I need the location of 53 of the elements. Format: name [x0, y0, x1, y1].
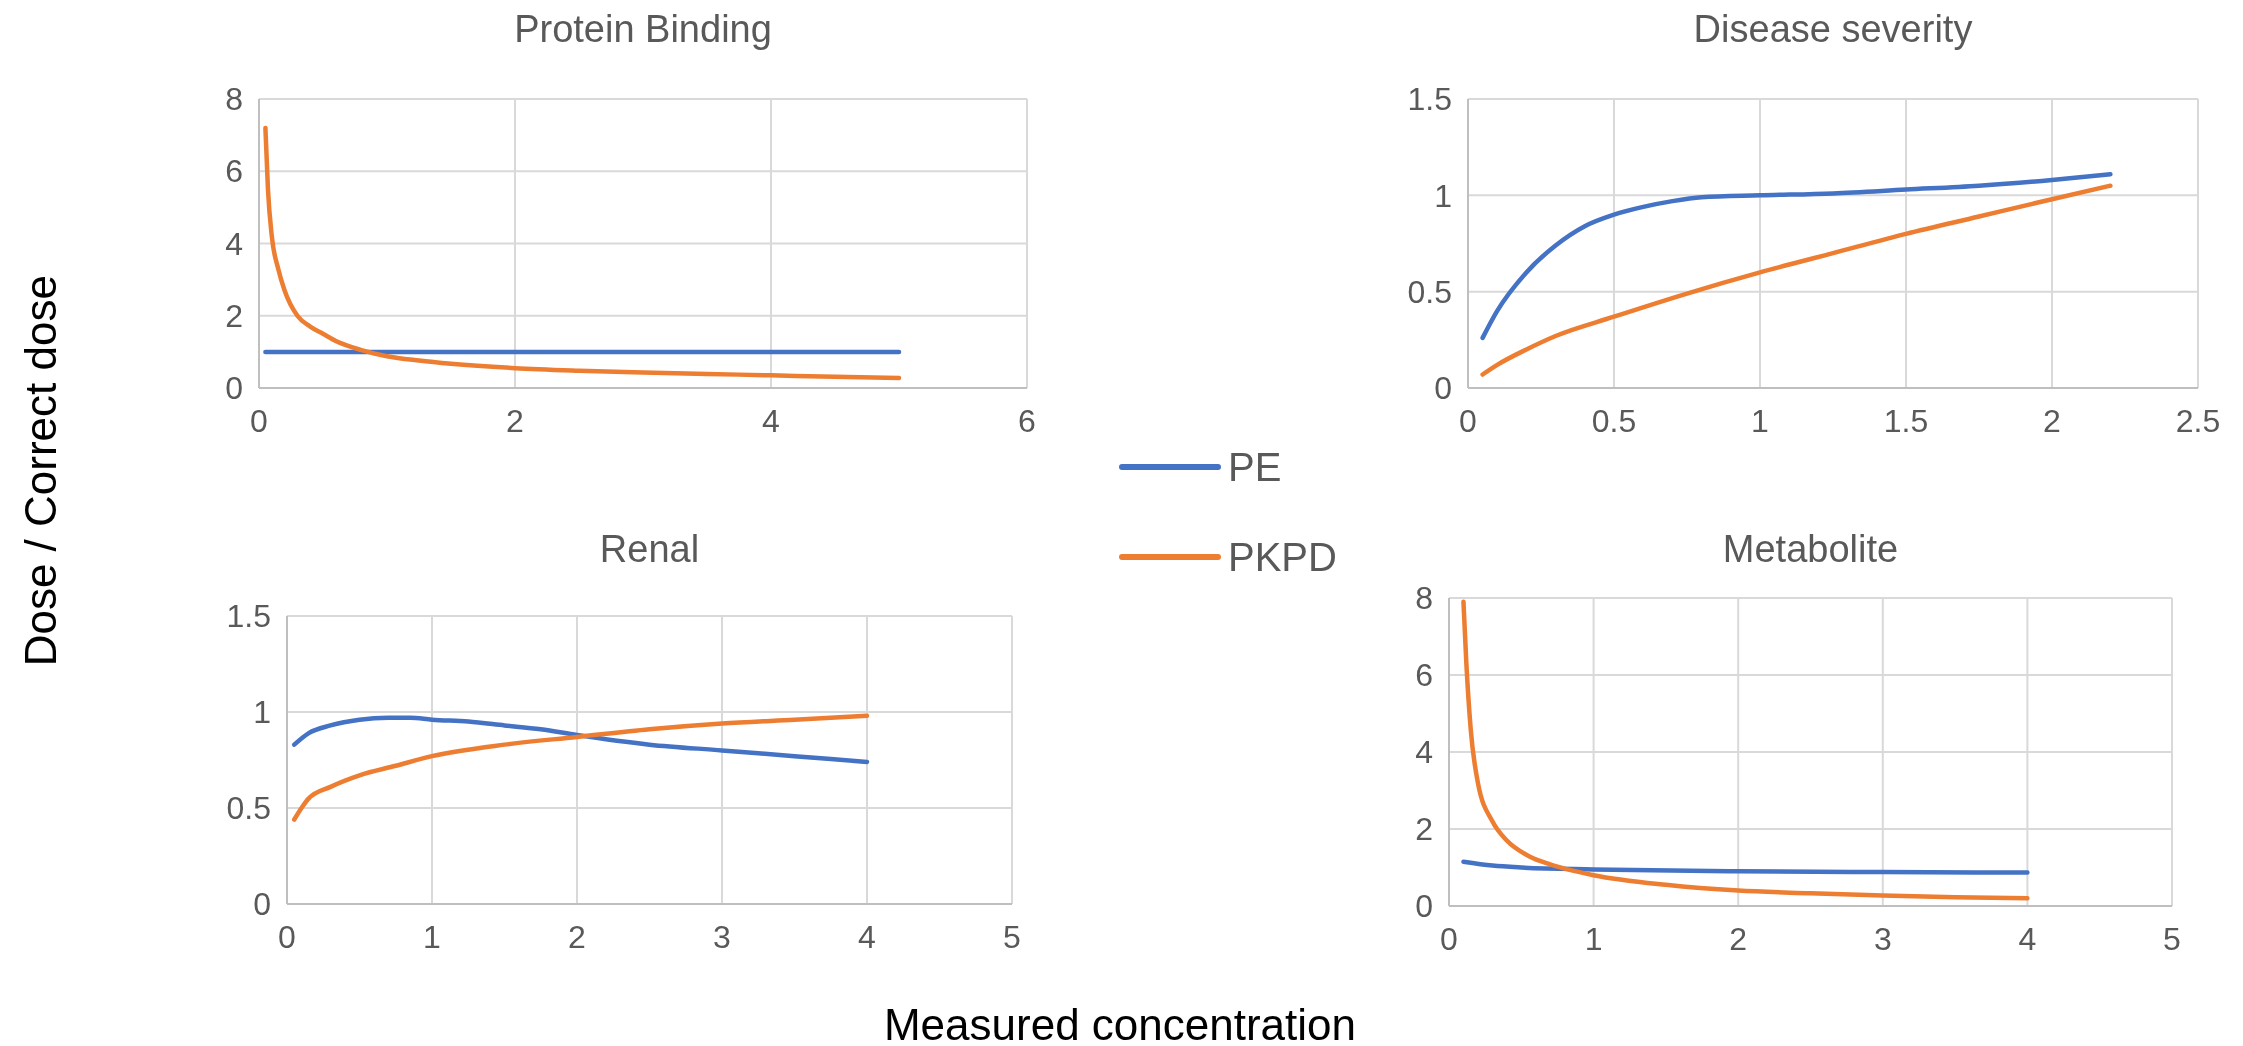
x-tick-label: 2.5: [2175, 403, 2221, 439]
line-series: [1480, 183, 2113, 377]
y-tick-label: 0.5: [1407, 273, 1452, 310]
y-axis-title: Dose / Correct dose: [16, 275, 65, 667]
chart-title: Protein Binding: [514, 8, 772, 50]
x-tick-label: 0: [278, 919, 296, 955]
y-tick-label: 1.5: [1407, 81, 1452, 118]
legend-label: PKPD: [1228, 535, 1337, 579]
x-tick-label: 2: [1729, 921, 1748, 957]
x-tick-label: 1: [1751, 403, 1769, 439]
y-tick-label: 0: [225, 370, 243, 407]
x-tick-label: 2: [568, 919, 586, 955]
line-series: [292, 715, 870, 765]
y-tick-label: 2: [1415, 811, 1433, 848]
x-tick-label: 0.5: [1591, 403, 1637, 439]
x-tick-label: 4: [762, 403, 780, 439]
x-axis-title: Measured concentration: [883, 1000, 1357, 1046]
x-tick-label: 4: [2018, 921, 2037, 957]
x-tick-label: 2: [2043, 403, 2061, 439]
y-tick-label: 8: [1415, 580, 1433, 617]
y-tick-label: 0.5: [226, 790, 271, 827]
x-tick-label: 5: [1003, 919, 1021, 955]
x-tick-label: 4: [858, 919, 876, 955]
x-tick-label: 3: [713, 919, 731, 955]
y-tick-label: 2: [225, 297, 243, 334]
y-tick-label: 1.5: [226, 598, 271, 635]
x-tick-label: 1: [423, 919, 441, 955]
y-tick-label: 1: [1434, 177, 1452, 214]
x-tick-label: 3: [1873, 921, 1892, 957]
y-tick-label: 1: [253, 694, 271, 731]
legend-label: PE: [1228, 445, 1282, 489]
chart-title: Renal: [599, 528, 700, 570]
y-tick-label: 6: [225, 153, 243, 190]
y-tick-label: 4: [1415, 734, 1433, 771]
x-tick-label: 1.5: [1883, 403, 1929, 439]
y-tick-label: 0: [1415, 888, 1433, 925]
x-tick-label: 2: [506, 403, 524, 439]
chart-title: Metabolite: [1722, 528, 1899, 570]
line-series: [1480, 171, 2113, 341]
x-tick-label: 0: [1459, 403, 1477, 439]
y-tick-label: 8: [225, 81, 243, 118]
y-tick-label: 4: [225, 225, 243, 262]
line-series: [1461, 859, 2030, 875]
line-series: [1461, 599, 2030, 901]
x-tick-label: 1: [1584, 921, 1603, 957]
y-tick-label: 0: [253, 886, 271, 923]
line-series: [292, 713, 870, 822]
x-tick-label: 6: [1018, 403, 1036, 439]
line-series: [263, 125, 902, 381]
x-tick-label: 5: [2163, 921, 2181, 957]
y-tick-label: 6: [1415, 657, 1433, 694]
chart-title: Disease severity: [1693, 8, 1973, 50]
y-tick-label: 0: [1434, 370, 1452, 407]
